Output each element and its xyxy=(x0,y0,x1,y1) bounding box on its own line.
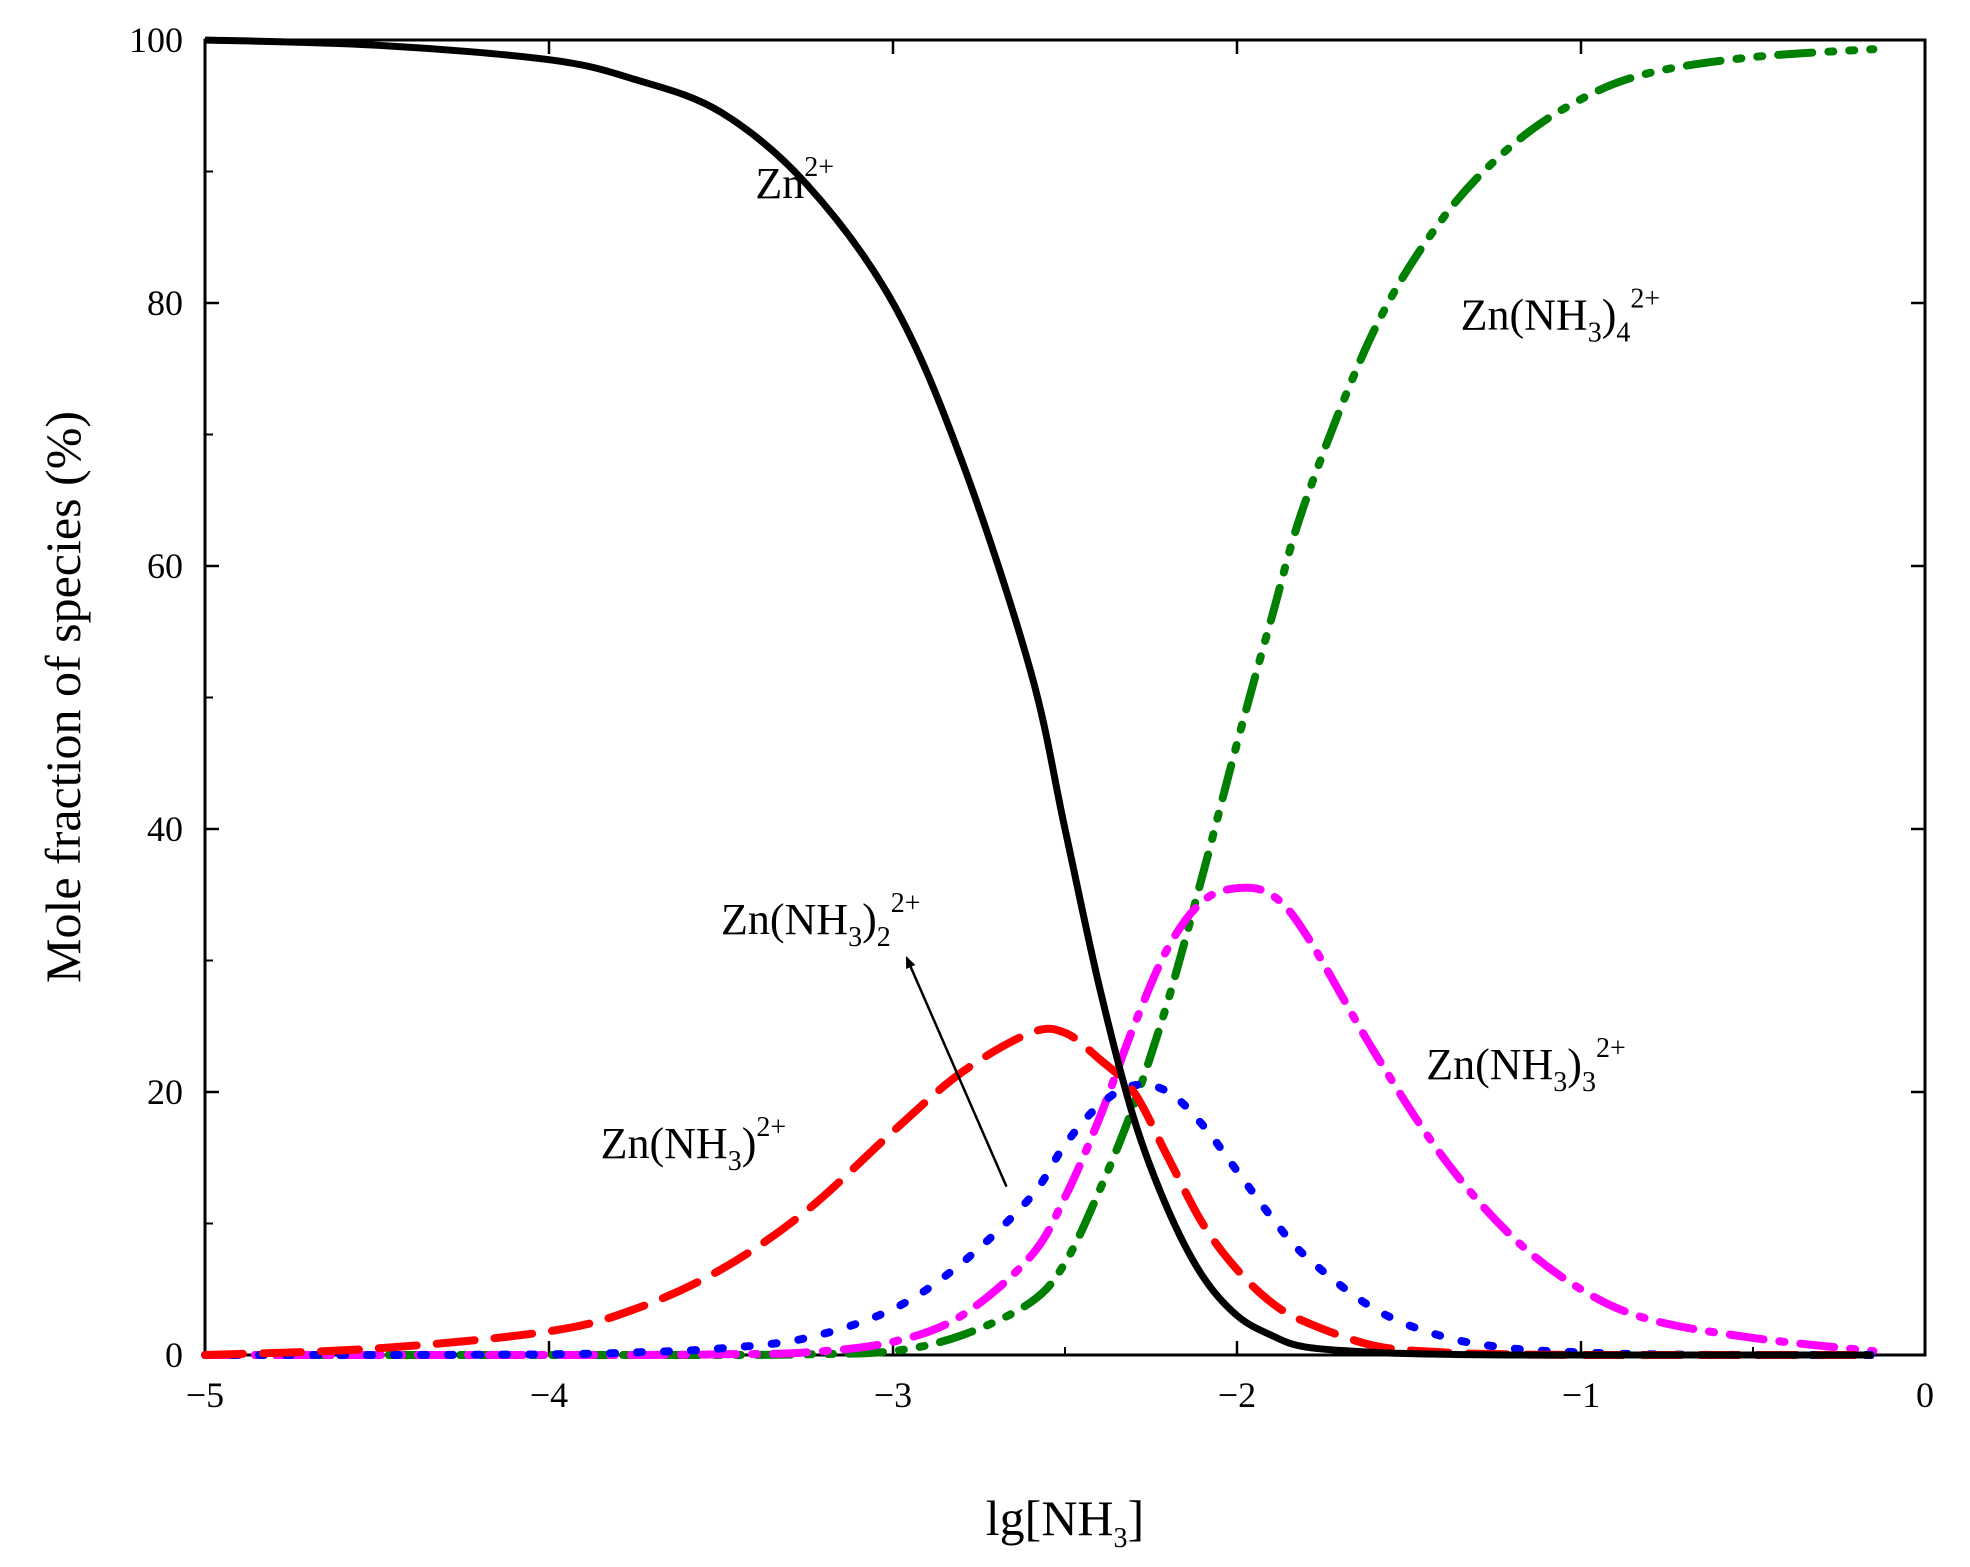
series-label-subscript: 3 xyxy=(1582,1067,1596,1098)
series-label-superscript: 2+ xyxy=(891,888,921,919)
series-line-zn-nh3-2-2- xyxy=(201,1080,1878,1360)
plot-frame xyxy=(203,38,1927,1357)
series-line-zn-nh3-3-2- xyxy=(201,883,1878,1360)
y-tick-label: 60 xyxy=(147,546,183,586)
series-label-base: Zn(NH xyxy=(1461,290,1588,339)
series-line-zn2- xyxy=(204,36,1874,1359)
series-label-subscript: 2 xyxy=(877,922,891,953)
y-axis: 0 20 40 60 80 100 xyxy=(129,20,1925,1375)
series-labels: Zn2+Zn(NH3)42+Zn(NH3)22+Zn(NH3)32+Zn(NH3… xyxy=(601,152,1661,1177)
series-label: Zn(NH3)2+ xyxy=(601,1112,787,1177)
y-tick-label: 40 xyxy=(147,809,183,849)
x-tick-label: −4 xyxy=(530,1375,568,1415)
series-label: Zn(NH3)42+ xyxy=(1461,283,1661,348)
series-label: Zn(NH3)32+ xyxy=(1426,1033,1626,1098)
series-label-base: Zn(NH xyxy=(601,1119,728,1168)
series-label: Zn(NH3)22+ xyxy=(721,888,921,953)
x-axis-title-subscript: 3 xyxy=(1114,1523,1128,1554)
series-label: Zn2+ xyxy=(755,152,834,208)
x-tick-label: −2 xyxy=(1218,1375,1256,1415)
x-axis-title: lg[NH3] xyxy=(986,1490,1144,1554)
x-tick-label: 0 xyxy=(1916,1375,1934,1415)
series-label-base: Zn(NH xyxy=(1426,1040,1553,1089)
y-axis-title: Mole fraction of species (%) xyxy=(35,411,91,983)
y-tick-label: 20 xyxy=(147,1072,183,1112)
series-label-subscript: 3 xyxy=(1553,1067,1567,1098)
series-label-mid: ) xyxy=(742,1119,757,1168)
series-line-zn-nh3-4-2- xyxy=(201,45,1878,1360)
plot-area-border xyxy=(203,38,1927,1357)
series-lines xyxy=(201,36,1878,1360)
annotation-arrow xyxy=(905,956,1008,1188)
series-label-mid: ) xyxy=(1602,290,1617,339)
y-tick-label: 100 xyxy=(129,20,183,60)
series-label-subscript: 3 xyxy=(728,1146,742,1177)
series-label-superscript: 2+ xyxy=(1596,1033,1626,1064)
x-tick-label: −3 xyxy=(874,1375,912,1415)
series-label-subscript: 3 xyxy=(848,922,862,953)
x-tick-label: −5 xyxy=(186,1375,224,1415)
x-tick-label: −1 xyxy=(1562,1375,1600,1415)
series-label-mid: ) xyxy=(862,895,877,944)
series-label-base: Zn xyxy=(755,159,804,208)
series-label-subscript: 3 xyxy=(1588,317,1602,348)
x-axis-title-close: ] xyxy=(1128,1490,1145,1546)
y-tick-label: 80 xyxy=(147,283,183,323)
series-label-base: Zn(NH xyxy=(721,895,848,944)
series-label-superscript: 2+ xyxy=(756,1112,786,1143)
y-tick-label: 0 xyxy=(165,1335,183,1375)
series-label-superscript: 2+ xyxy=(1630,283,1660,314)
series-label-subscript: 4 xyxy=(1616,317,1630,348)
series-label-mid: ) xyxy=(1567,1040,1582,1089)
series-label-superscript: 2+ xyxy=(804,152,834,183)
series-line-zn-nh3-2- xyxy=(201,1024,1878,1360)
x-axis-title-base: lg[NH xyxy=(986,1490,1114,1546)
